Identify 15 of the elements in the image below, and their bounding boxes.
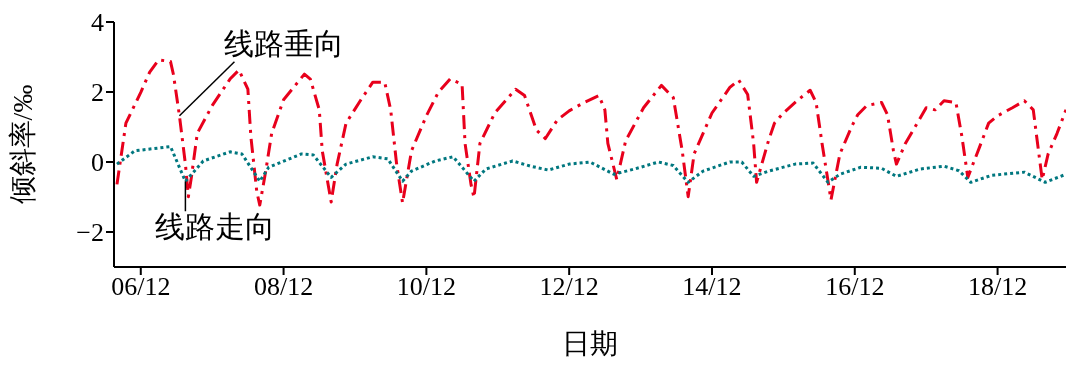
y-tick-label: −2: [76, 218, 104, 248]
series-label: 线路走向: [155, 210, 276, 244]
x-tick-label: 12/12: [539, 272, 599, 302]
y-tick-label: 4: [91, 8, 104, 38]
y-tick-label: 2: [91, 78, 104, 108]
y-axis-title: 倾斜率/‰: [6, 84, 38, 205]
series-label: 线路垂向: [224, 26, 345, 60]
x-axis-title: 日期: [562, 328, 618, 359]
x-tick-label: 06/12: [111, 272, 171, 302]
x-tick-label: 10/12: [396, 272, 456, 302]
x-tick-label: 18/12: [967, 272, 1028, 302]
x-tick-label: 16/12: [825, 272, 885, 302]
x-tick-label: 14/12: [682, 272, 742, 302]
x-tick-label: 08/12: [253, 272, 314, 302]
y-tick-label: 0: [91, 148, 104, 178]
